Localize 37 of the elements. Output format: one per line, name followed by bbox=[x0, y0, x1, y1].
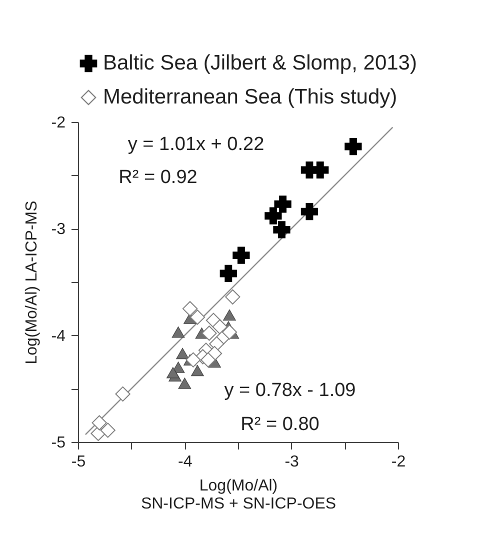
annotation: R² = 0.92 bbox=[118, 167, 198, 188]
point bbox=[200, 352, 216, 368]
point bbox=[92, 415, 107, 430]
point bbox=[274, 196, 292, 213]
point bbox=[166, 367, 180, 378]
point bbox=[220, 264, 237, 282]
legend-label: Baltic Sea (Jilbert & Slomp, 2013) bbox=[103, 52, 417, 74]
point bbox=[312, 161, 329, 179]
point bbox=[191, 364, 204, 376]
point bbox=[344, 138, 362, 156]
point bbox=[300, 203, 318, 220]
x-axis-title: Log(Mo/Al) SN-ICP-MS + SN-ICP-OES bbox=[140, 478, 336, 512]
y-tick-label: -4 bbox=[51, 328, 66, 345]
point bbox=[222, 324, 238, 340]
legend-label: Mediterranean Sea (This study) bbox=[103, 86, 398, 108]
point bbox=[115, 386, 130, 402]
point bbox=[176, 348, 189, 360]
point bbox=[223, 309, 236, 321]
point bbox=[232, 246, 250, 264]
x-tick-label: -4 bbox=[178, 454, 192, 470]
x-tick-label: -2 bbox=[391, 454, 406, 470]
y-axis-title: Log(Mo/Al) LA-ICP-MS bbox=[23, 200, 40, 364]
x-tick-label: -5 bbox=[71, 454, 86, 470]
point bbox=[178, 378, 192, 389]
x-tick-label: -3 bbox=[284, 454, 300, 470]
annotation: y = 1.01x + 0.22 bbox=[128, 134, 264, 155]
point bbox=[273, 221, 290, 238]
point bbox=[186, 352, 201, 368]
y-tick-label: -3 bbox=[51, 221, 66, 238]
point bbox=[264, 207, 282, 224]
y-tick-label: -5 bbox=[51, 434, 66, 452]
annotation: R² = 0.80 bbox=[240, 414, 320, 435]
y-tick-label: -2 bbox=[51, 114, 66, 132]
point bbox=[202, 326, 217, 341]
point bbox=[172, 326, 185, 338]
annotation: y = 0.78x - 1.09 bbox=[224, 380, 356, 401]
point bbox=[190, 310, 206, 325]
